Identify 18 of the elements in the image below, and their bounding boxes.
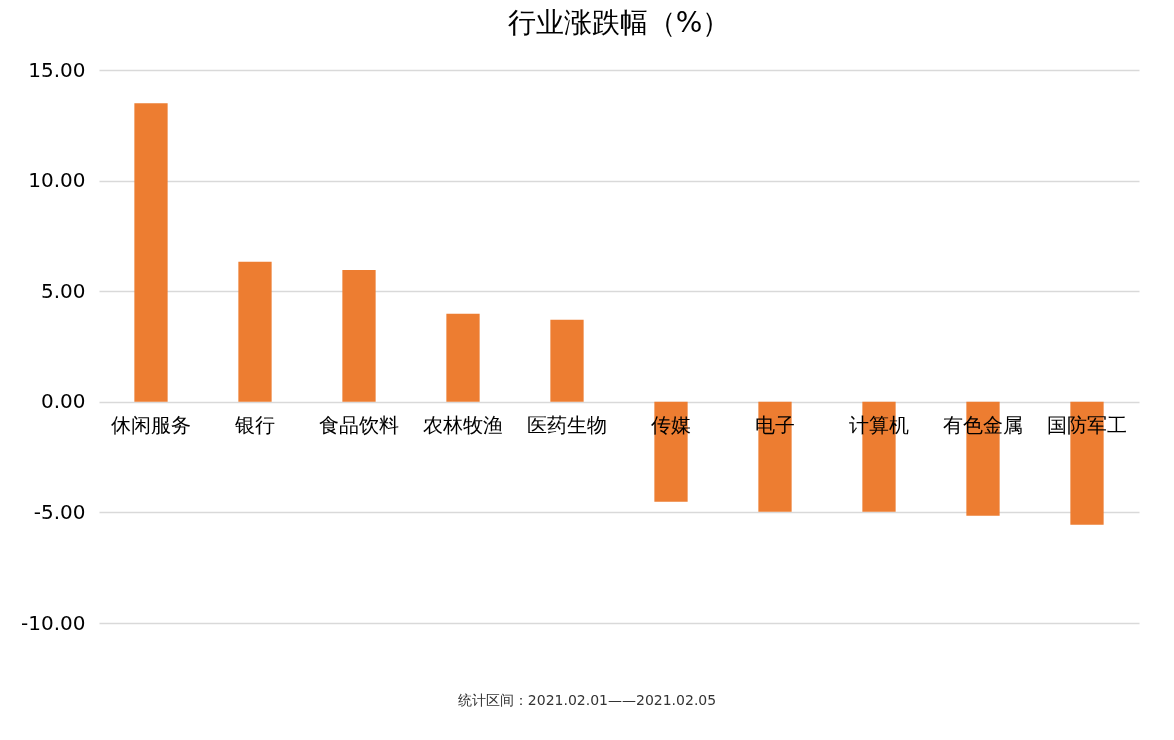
x-tick-label: 食品饮料 [319, 413, 399, 438]
text: 统计区间：2021.02.01——2021.02.05 [456, 692, 718, 710]
y-tick-label: -10.00 [21, 610, 86, 635]
chart-title: 行业涨跌幅（%） [507, 6, 731, 39]
bar [342, 269, 376, 402]
bar [238, 261, 272, 402]
bar [550, 319, 584, 402]
x-tick-label: 医药生物 [527, 413, 607, 438]
x-tick-label: 银行 [234, 413, 275, 438]
x-tick-label: 农林牧渔 [423, 413, 503, 438]
y-tick-label: -5.00 [33, 499, 86, 524]
y-tick-label: 0.00 [40, 389, 86, 414]
y-tick-label: 15.00 [28, 57, 86, 82]
y-tick-label: 10.00 [28, 168, 86, 193]
x-tick-label: 休闲服务 [111, 413, 191, 438]
bar [446, 313, 480, 402]
bar [134, 103, 168, 402]
y-tick-label: 5.00 [40, 278, 86, 303]
